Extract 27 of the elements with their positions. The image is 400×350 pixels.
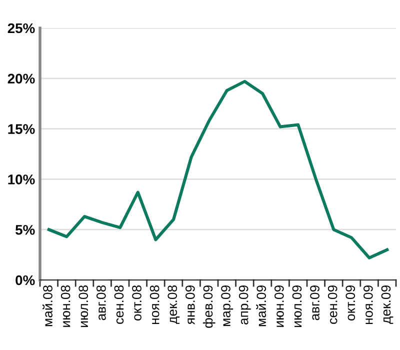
x-tick-label: дек.08: [168, 285, 180, 324]
x-tick-label: сен.09: [328, 285, 338, 324]
y-tick-label: 25%: [8, 23, 35, 34]
x-tick-label: авг.08: [96, 285, 106, 320]
y-tick-label: 10%: [8, 174, 35, 184]
y-tick-label: 15%: [8, 124, 35, 134]
x-tick-label: ноя.08: [150, 285, 160, 324]
x-tick-label: янв.09: [186, 285, 195, 325]
x-tick-label: мар.09: [221, 285, 234, 326]
x-tick-label: окт.08: [132, 285, 142, 320]
x-tick-label: ноя.09: [364, 285, 373, 324]
x-tick-label: апр.09: [238, 285, 251, 324]
x-tick-label: май.08: [42, 285, 52, 326]
x-tick-label: июн.08: [60, 285, 70, 327]
x-tick-label: авг.09: [310, 285, 320, 320]
x-tick-label: июл.08: [78, 285, 88, 327]
x-tick-label: июн.09: [274, 285, 284, 327]
x-tick-label: июл.09: [292, 285, 302, 327]
x-tick-label: май.09: [256, 285, 266, 326]
line-series: [47, 80, 389, 260]
y-tick-label: 0%: [16, 275, 35, 286]
x-tick-label: окт.09: [346, 285, 356, 320]
x-tick-label: фев.09: [202, 285, 216, 328]
x-tick-label: сен.08: [114, 285, 124, 324]
x-tick-label: дек.09: [381, 285, 394, 324]
y-tick-label: 20%: [8, 74, 35, 84]
y-tick-label: 5%: [15, 224, 35, 235]
